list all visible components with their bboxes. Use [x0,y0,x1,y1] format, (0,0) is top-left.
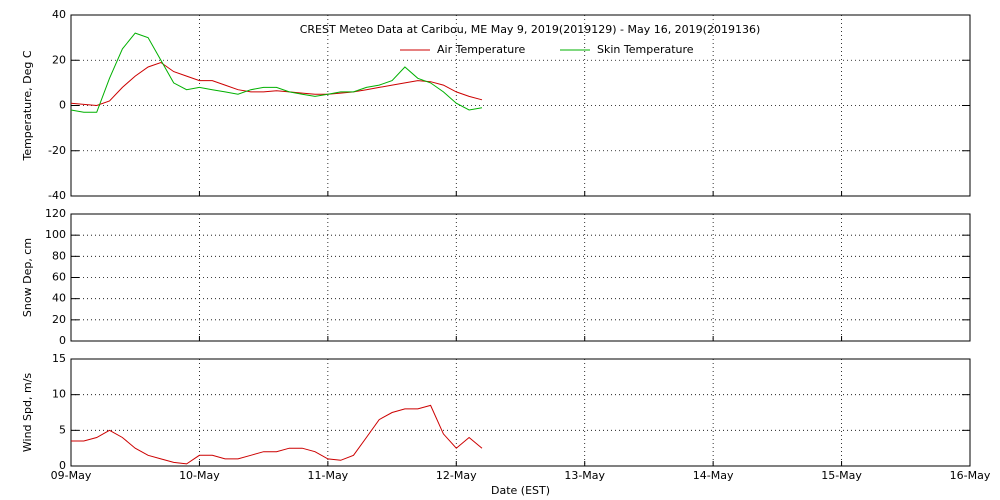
y-axis-label: Wind Spd, m/s [21,373,34,453]
x-tick-label: 11-May [307,469,348,482]
y-tick-label: -40 [48,189,66,202]
legend-label: Air Temperature [437,43,526,56]
y-tick-label: 40 [52,292,66,305]
y-axis-label: Temperature, Deg C [21,50,34,161]
y-tick-label: 20 [52,53,66,66]
y-tick-label: 60 [52,271,66,284]
y-tick-label: 100 [45,228,66,241]
data-line [70,32,483,113]
y-tick-label: 5 [59,423,66,436]
y-axis-label: Snow Dep, cm [21,238,34,317]
data-line [71,404,483,465]
x-tick-label: 15-May [821,469,862,482]
x-tick-label: 12-May [436,469,477,482]
x-tick-label: 13-May [564,469,605,482]
y-tick-label: -20 [48,144,66,157]
x-tick-label: 14-May [693,469,734,482]
x-tick-label: 16-May [950,469,991,482]
plot-frame [70,358,971,467]
y-tick-label: 80 [52,249,66,262]
data-line [70,61,483,107]
x-tick-label: 10-May [179,469,220,482]
y-tick-label: 0 [59,334,66,347]
y-tick-label: 40 [52,8,66,21]
y-tick-label: 0 [59,99,66,112]
y-tick-label: 15 [52,352,66,365]
y-tick-label: 10 [52,388,66,401]
x-tick-label: 09-May [51,469,92,482]
x-axis-label: Date (EST) [491,484,550,497]
chart-title: CREST Meteo Data at Caribou, ME May 9, 2… [300,23,761,36]
y-tick-label: 0 [59,459,66,472]
y-tick-label: 120 [45,207,66,220]
legend-label: Skin Temperature [597,43,694,56]
y-tick-label: 20 [52,313,66,326]
